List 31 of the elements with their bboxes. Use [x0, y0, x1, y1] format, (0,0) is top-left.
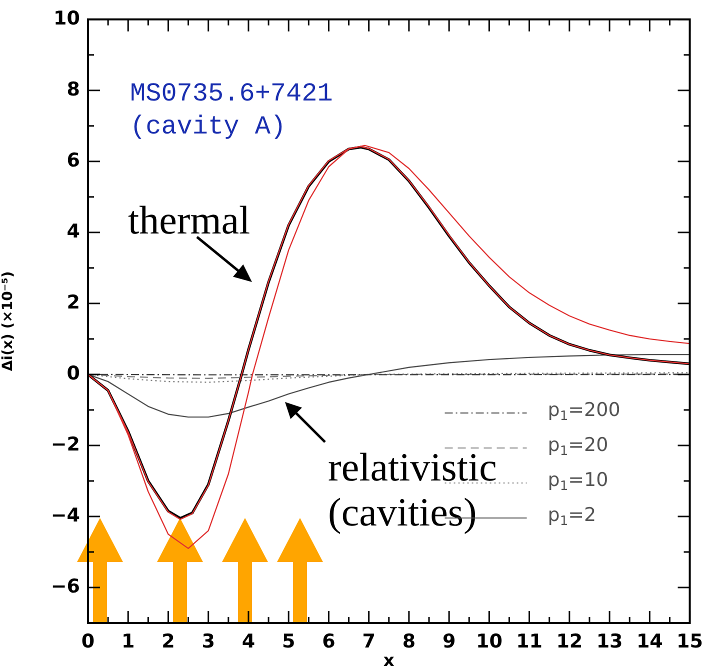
annotation: (cavity A) — [130, 111, 286, 142]
x-tick-label: 3 — [202, 630, 215, 652]
y-tick-label: −6 — [50, 575, 80, 598]
x-axis-title: x — [383, 651, 394, 672]
y-tick-label: 4 — [66, 220, 80, 242]
y-tick-label: 0 — [66, 362, 80, 384]
annotation: MS0735.6+7421 — [130, 78, 333, 108]
y-tick-label: 8 — [66, 78, 80, 100]
x-tick-label: 8 — [402, 630, 416, 652]
x-tick-label: 7 — [362, 630, 376, 652]
x-tick-label: 10 — [476, 630, 502, 652]
x-tick-label: 9 — [442, 630, 456, 652]
annotation: relativistic (cavities) — [328, 444, 497, 534]
y-tick-label: −4 — [50, 504, 80, 526]
y-tick-label: −2 — [50, 433, 80, 456]
x-tick-label: 6 — [322, 630, 336, 652]
x-tick-label: 4 — [242, 630, 256, 652]
y-tick-label: 6 — [66, 149, 80, 172]
x-tick-label: 13 — [596, 630, 623, 652]
x-tick-label: 2 — [162, 630, 175, 652]
y-tick-label: 10 — [54, 7, 80, 30]
y-axis-title: Δi(x) (×10⁻⁵) — [0, 271, 16, 372]
annotation: thermal — [128, 197, 250, 242]
x-tick-label: 11 — [516, 630, 543, 652]
x-tick-label: 0 — [81, 630, 95, 652]
x-tick-label: 5 — [282, 630, 296, 652]
y-tick-label: 2 — [66, 291, 80, 314]
x-tick-label: 14 — [636, 630, 663, 652]
x-tick-label: 15 — [676, 630, 704, 652]
x-tick-label: 12 — [556, 630, 583, 652]
x-tick-label: 1 — [122, 630, 135, 652]
